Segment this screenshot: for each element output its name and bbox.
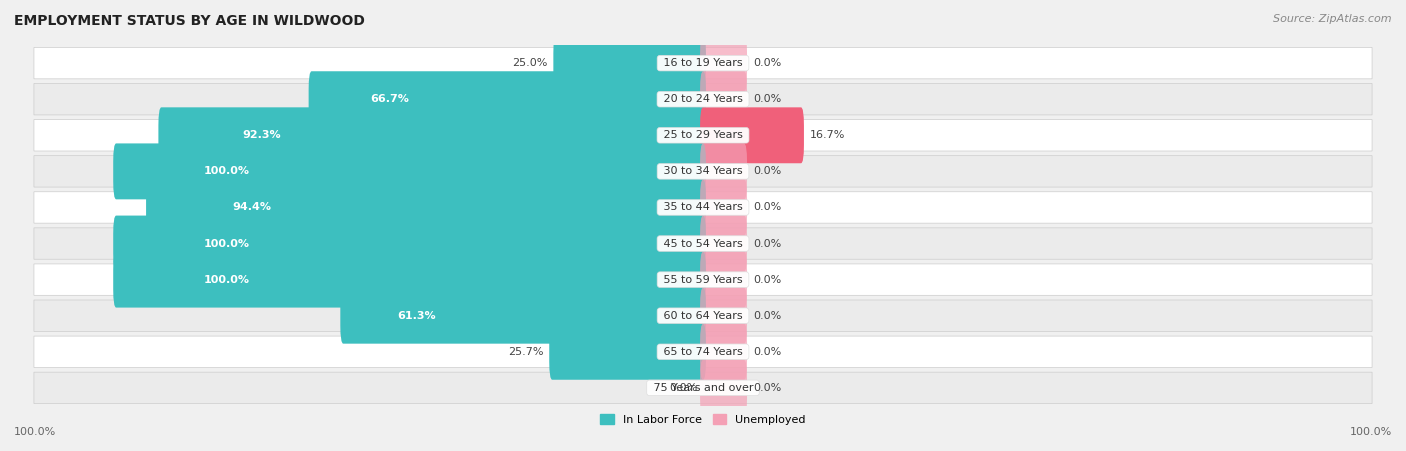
FancyBboxPatch shape <box>34 228 1372 259</box>
Text: 35 to 44 Years: 35 to 44 Years <box>659 202 747 212</box>
FancyBboxPatch shape <box>146 179 706 235</box>
Text: 65 to 74 Years: 65 to 74 Years <box>659 347 747 357</box>
FancyBboxPatch shape <box>700 35 747 91</box>
FancyBboxPatch shape <box>34 372 1372 404</box>
FancyBboxPatch shape <box>114 143 706 199</box>
Text: 0.0%: 0.0% <box>669 383 697 393</box>
Text: 25.7%: 25.7% <box>508 347 543 357</box>
FancyBboxPatch shape <box>700 288 747 344</box>
FancyBboxPatch shape <box>34 264 1372 295</box>
FancyBboxPatch shape <box>700 216 747 272</box>
Text: 0.0%: 0.0% <box>752 166 782 176</box>
FancyBboxPatch shape <box>700 143 747 199</box>
Text: 0.0%: 0.0% <box>752 94 782 104</box>
Text: 16.7%: 16.7% <box>810 130 845 140</box>
Text: 0.0%: 0.0% <box>752 347 782 357</box>
Text: 25 to 29 Years: 25 to 29 Years <box>659 130 747 140</box>
Text: 16 to 19 Years: 16 to 19 Years <box>659 58 747 68</box>
Text: 0.0%: 0.0% <box>752 383 782 393</box>
FancyBboxPatch shape <box>700 252 747 308</box>
Text: 0.0%: 0.0% <box>752 311 782 321</box>
Text: 100.0%: 100.0% <box>204 275 250 285</box>
FancyBboxPatch shape <box>34 83 1372 115</box>
FancyBboxPatch shape <box>340 288 706 344</box>
FancyBboxPatch shape <box>114 216 706 272</box>
Text: EMPLOYMENT STATUS BY AGE IN WILDWOOD: EMPLOYMENT STATUS BY AGE IN WILDWOOD <box>14 14 366 28</box>
FancyBboxPatch shape <box>550 324 706 380</box>
Text: 100.0%: 100.0% <box>204 166 250 176</box>
Text: 92.3%: 92.3% <box>243 130 281 140</box>
Legend: In Labor Force, Unemployed: In Labor Force, Unemployed <box>596 410 810 429</box>
FancyBboxPatch shape <box>309 71 706 127</box>
Text: 0.0%: 0.0% <box>752 275 782 285</box>
Text: 45 to 54 Years: 45 to 54 Years <box>659 239 747 249</box>
Text: 0.0%: 0.0% <box>752 239 782 249</box>
FancyBboxPatch shape <box>700 179 747 235</box>
FancyBboxPatch shape <box>34 300 1372 331</box>
FancyBboxPatch shape <box>700 360 747 416</box>
Text: 60 to 64 Years: 60 to 64 Years <box>659 311 747 321</box>
Text: 0.0%: 0.0% <box>752 58 782 68</box>
FancyBboxPatch shape <box>700 324 747 380</box>
FancyBboxPatch shape <box>700 71 747 127</box>
Text: 100.0%: 100.0% <box>204 239 250 249</box>
Text: 55 to 59 Years: 55 to 59 Years <box>659 275 747 285</box>
Text: 100.0%: 100.0% <box>1350 428 1392 437</box>
FancyBboxPatch shape <box>159 107 706 163</box>
Text: 75 Years and over: 75 Years and over <box>650 383 756 393</box>
Text: 20 to 24 Years: 20 to 24 Years <box>659 94 747 104</box>
FancyBboxPatch shape <box>34 192 1372 223</box>
FancyBboxPatch shape <box>34 120 1372 151</box>
Text: 61.3%: 61.3% <box>398 311 436 321</box>
Text: 94.4%: 94.4% <box>232 202 271 212</box>
Text: 25.0%: 25.0% <box>512 58 547 68</box>
Text: 0.0%: 0.0% <box>752 202 782 212</box>
FancyBboxPatch shape <box>114 252 706 308</box>
Text: 66.7%: 66.7% <box>370 94 409 104</box>
FancyBboxPatch shape <box>34 47 1372 79</box>
FancyBboxPatch shape <box>554 35 706 91</box>
FancyBboxPatch shape <box>700 107 804 163</box>
FancyBboxPatch shape <box>34 156 1372 187</box>
Text: 30 to 34 Years: 30 to 34 Years <box>659 166 747 176</box>
Text: Source: ZipAtlas.com: Source: ZipAtlas.com <box>1274 14 1392 23</box>
FancyBboxPatch shape <box>34 336 1372 368</box>
Text: 100.0%: 100.0% <box>14 428 56 437</box>
